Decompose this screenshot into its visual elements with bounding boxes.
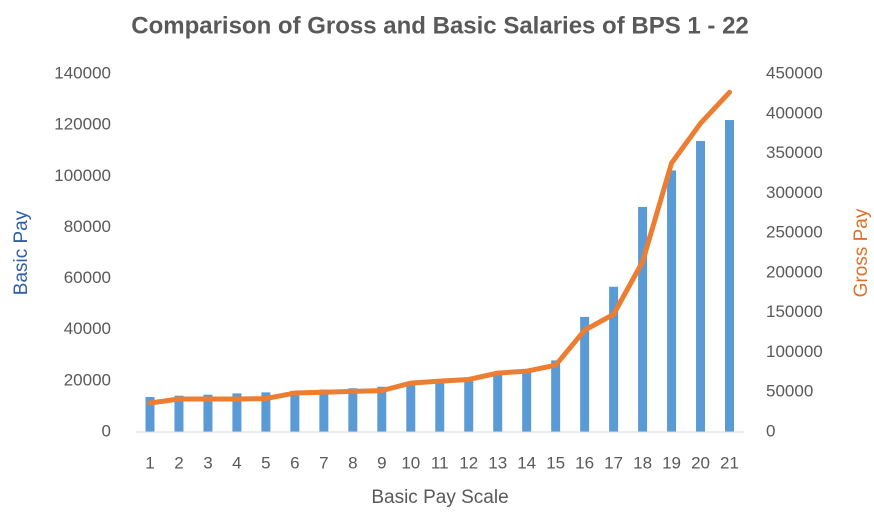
x-tick-label: 10: [401, 453, 420, 472]
bar: [464, 378, 474, 432]
x-tick-label: 19: [662, 453, 681, 472]
y-tick-label: 80000: [64, 217, 111, 236]
x-tick-label: 12: [459, 453, 478, 472]
y-tick-label: 60000: [64, 268, 111, 287]
y-tick-label: 0: [102, 421, 111, 440]
bar: [725, 120, 735, 433]
bar: [377, 386, 387, 432]
bar: [348, 388, 358, 432]
bar: [609, 286, 619, 432]
x-tick-label: 21: [720, 453, 739, 472]
bar: [145, 396, 155, 432]
y2-tick-label: 250000: [766, 223, 823, 242]
x-tick-label: 5: [261, 453, 270, 472]
bar: [319, 389, 329, 432]
bar: [261, 392, 271, 432]
bar: [406, 383, 416, 432]
x-tick-label: 15: [546, 453, 565, 472]
x-tick-label: 1: [145, 453, 154, 472]
x-tick-label: 6: [290, 453, 299, 472]
chart-title: Comparison of Gross and Basic Salaries o…: [131, 12, 749, 39]
bar: [580, 316, 590, 432]
y2-tick-label: 350000: [766, 143, 823, 162]
x-tick-label: 3: [203, 453, 212, 472]
y2-tick-label: 150000: [766, 302, 823, 321]
x-tick-label: 4: [232, 453, 241, 472]
x-axis-label: Basic Pay Scale: [371, 487, 508, 508]
y2-tick-label: 400000: [766, 103, 823, 122]
x-tick-label: 8: [348, 453, 357, 472]
bar: [638, 206, 648, 432]
x-tick-label: 2: [174, 453, 183, 472]
x-tick-label: 7: [319, 453, 328, 472]
y2-axis-label: Gross Pay: [851, 208, 872, 297]
y-tick-label: 100000: [54, 166, 111, 185]
y-tick-label: 140000: [54, 63, 111, 82]
bar: [435, 380, 445, 432]
x-tick-label: 11: [431, 453, 449, 472]
bar: [232, 393, 242, 432]
y2-tick-label: 100000: [766, 342, 823, 361]
x-tick-label: 18: [633, 453, 652, 472]
y2-tick-label: 300000: [766, 183, 823, 202]
bar: [667, 170, 677, 432]
y2-tick-label: 200000: [766, 262, 823, 281]
y2-tick-label: 450000: [766, 63, 823, 82]
x-tick-label: 20: [691, 453, 710, 472]
line: [147, 89, 733, 406]
y-tick-label: 40000: [64, 319, 111, 338]
y-axis-label: Basic Pay: [11, 210, 32, 295]
bar: [551, 360, 561, 432]
y-tick-label: 20000: [64, 370, 111, 389]
x-tick-label: 14: [517, 453, 536, 472]
bar: [290, 390, 300, 432]
y-tick-label: 120000: [54, 115, 111, 134]
bar: [696, 140, 706, 433]
bar: [522, 370, 532, 432]
y2-tick-label: 50000: [766, 382, 813, 401]
bar: [203, 394, 213, 432]
x-tick-label: 16: [575, 453, 594, 472]
y2-tick-label: 0: [766, 421, 775, 440]
x-tick-label: 13: [488, 453, 507, 472]
x-tick-label: 17: [604, 453, 623, 472]
bar: [493, 373, 503, 432]
x-tick-label: 9: [377, 453, 386, 472]
bar: [174, 395, 184, 432]
